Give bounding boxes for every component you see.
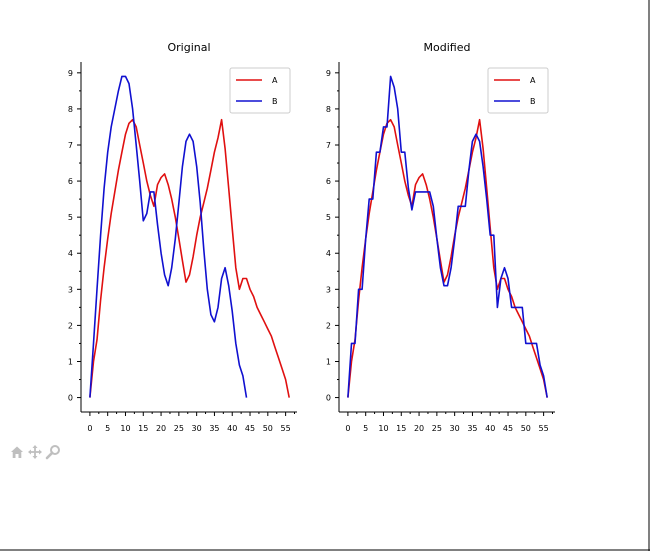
y-tick-label: 6 [326, 177, 331, 186]
x-tick-label: 0 [345, 424, 350, 433]
legend: AB [487, 67, 549, 114]
x-tick-label: 5 [105, 424, 110, 433]
home-icon[interactable] [9, 444, 25, 460]
x-tick-label: 35 [209, 424, 219, 433]
x-tick-label: 20 [156, 424, 166, 433]
y-tick-label: 3 [326, 285, 331, 294]
y-tick-label: 4 [326, 249, 331, 258]
y-tick-label: 8 [68, 105, 73, 114]
pan-icon[interactable] [27, 444, 43, 460]
x-tick-label: 25 [174, 424, 184, 433]
y-tick-label: 2 [68, 321, 73, 330]
x-tick-label: 15 [396, 424, 406, 433]
y-tick-label: 9 [68, 69, 73, 78]
y-tick-label: 0 [326, 394, 331, 403]
y-tick-label: 4 [68, 249, 73, 258]
y-tick-label: 8 [326, 105, 331, 114]
x-tick-label: 15 [138, 424, 148, 433]
chart-title: Modified [424, 41, 471, 54]
x-tick-label: 55 [281, 424, 291, 433]
series-line-A [89, 118, 290, 398]
x-tick-label: 30 [450, 424, 460, 433]
x-tick-label: 40 [227, 424, 237, 433]
y-tick-label: 7 [326, 141, 331, 150]
y-tick-label: 3 [68, 285, 73, 294]
legend-box [487, 67, 549, 114]
zoom-icon[interactable] [45, 444, 61, 460]
y-tick-label: 9 [326, 69, 331, 78]
legend-label-B: B [530, 97, 536, 106]
y-tick-label: 2 [326, 321, 331, 330]
x-tick-label: 50 [521, 424, 531, 433]
y-tick-label: 5 [68, 213, 73, 222]
x-tick-label: 55 [539, 424, 549, 433]
x-tick-label: 50 [263, 424, 273, 433]
legend-label-A: A [530, 76, 536, 85]
x-tick-label: 35 [467, 424, 477, 433]
y-tick-label: 6 [68, 177, 73, 186]
x-tick-label: 45 [245, 424, 255, 433]
x-tick-label: 10 [120, 424, 130, 433]
series-line-B [89, 75, 248, 398]
chart-title: Original [167, 41, 210, 54]
x-tick-label: 5 [363, 424, 368, 433]
legend-label-B: B [272, 97, 278, 106]
x-tick-label: 0 [87, 424, 92, 433]
x-tick-label: 10 [378, 424, 388, 433]
x-tick-label: 20 [414, 424, 424, 433]
legend-box [229, 67, 291, 114]
y-tick-label: 7 [68, 141, 73, 150]
navigation-toolbar [9, 443, 61, 461]
y-tick-label: 1 [326, 357, 331, 366]
series-line-B [347, 75, 548, 398]
y-tick-label: 1 [68, 357, 73, 366]
x-tick-label: 40 [485, 424, 495, 433]
legend: AB [229, 67, 291, 114]
x-tick-label: 30 [192, 424, 202, 433]
legend-label-A: A [272, 76, 278, 85]
series-line-A [347, 118, 548, 398]
y-tick-label: 0 [68, 394, 73, 403]
x-tick-label: 25 [432, 424, 442, 433]
x-tick-label: 45 [503, 424, 513, 433]
y-tick-label: 5 [326, 213, 331, 222]
